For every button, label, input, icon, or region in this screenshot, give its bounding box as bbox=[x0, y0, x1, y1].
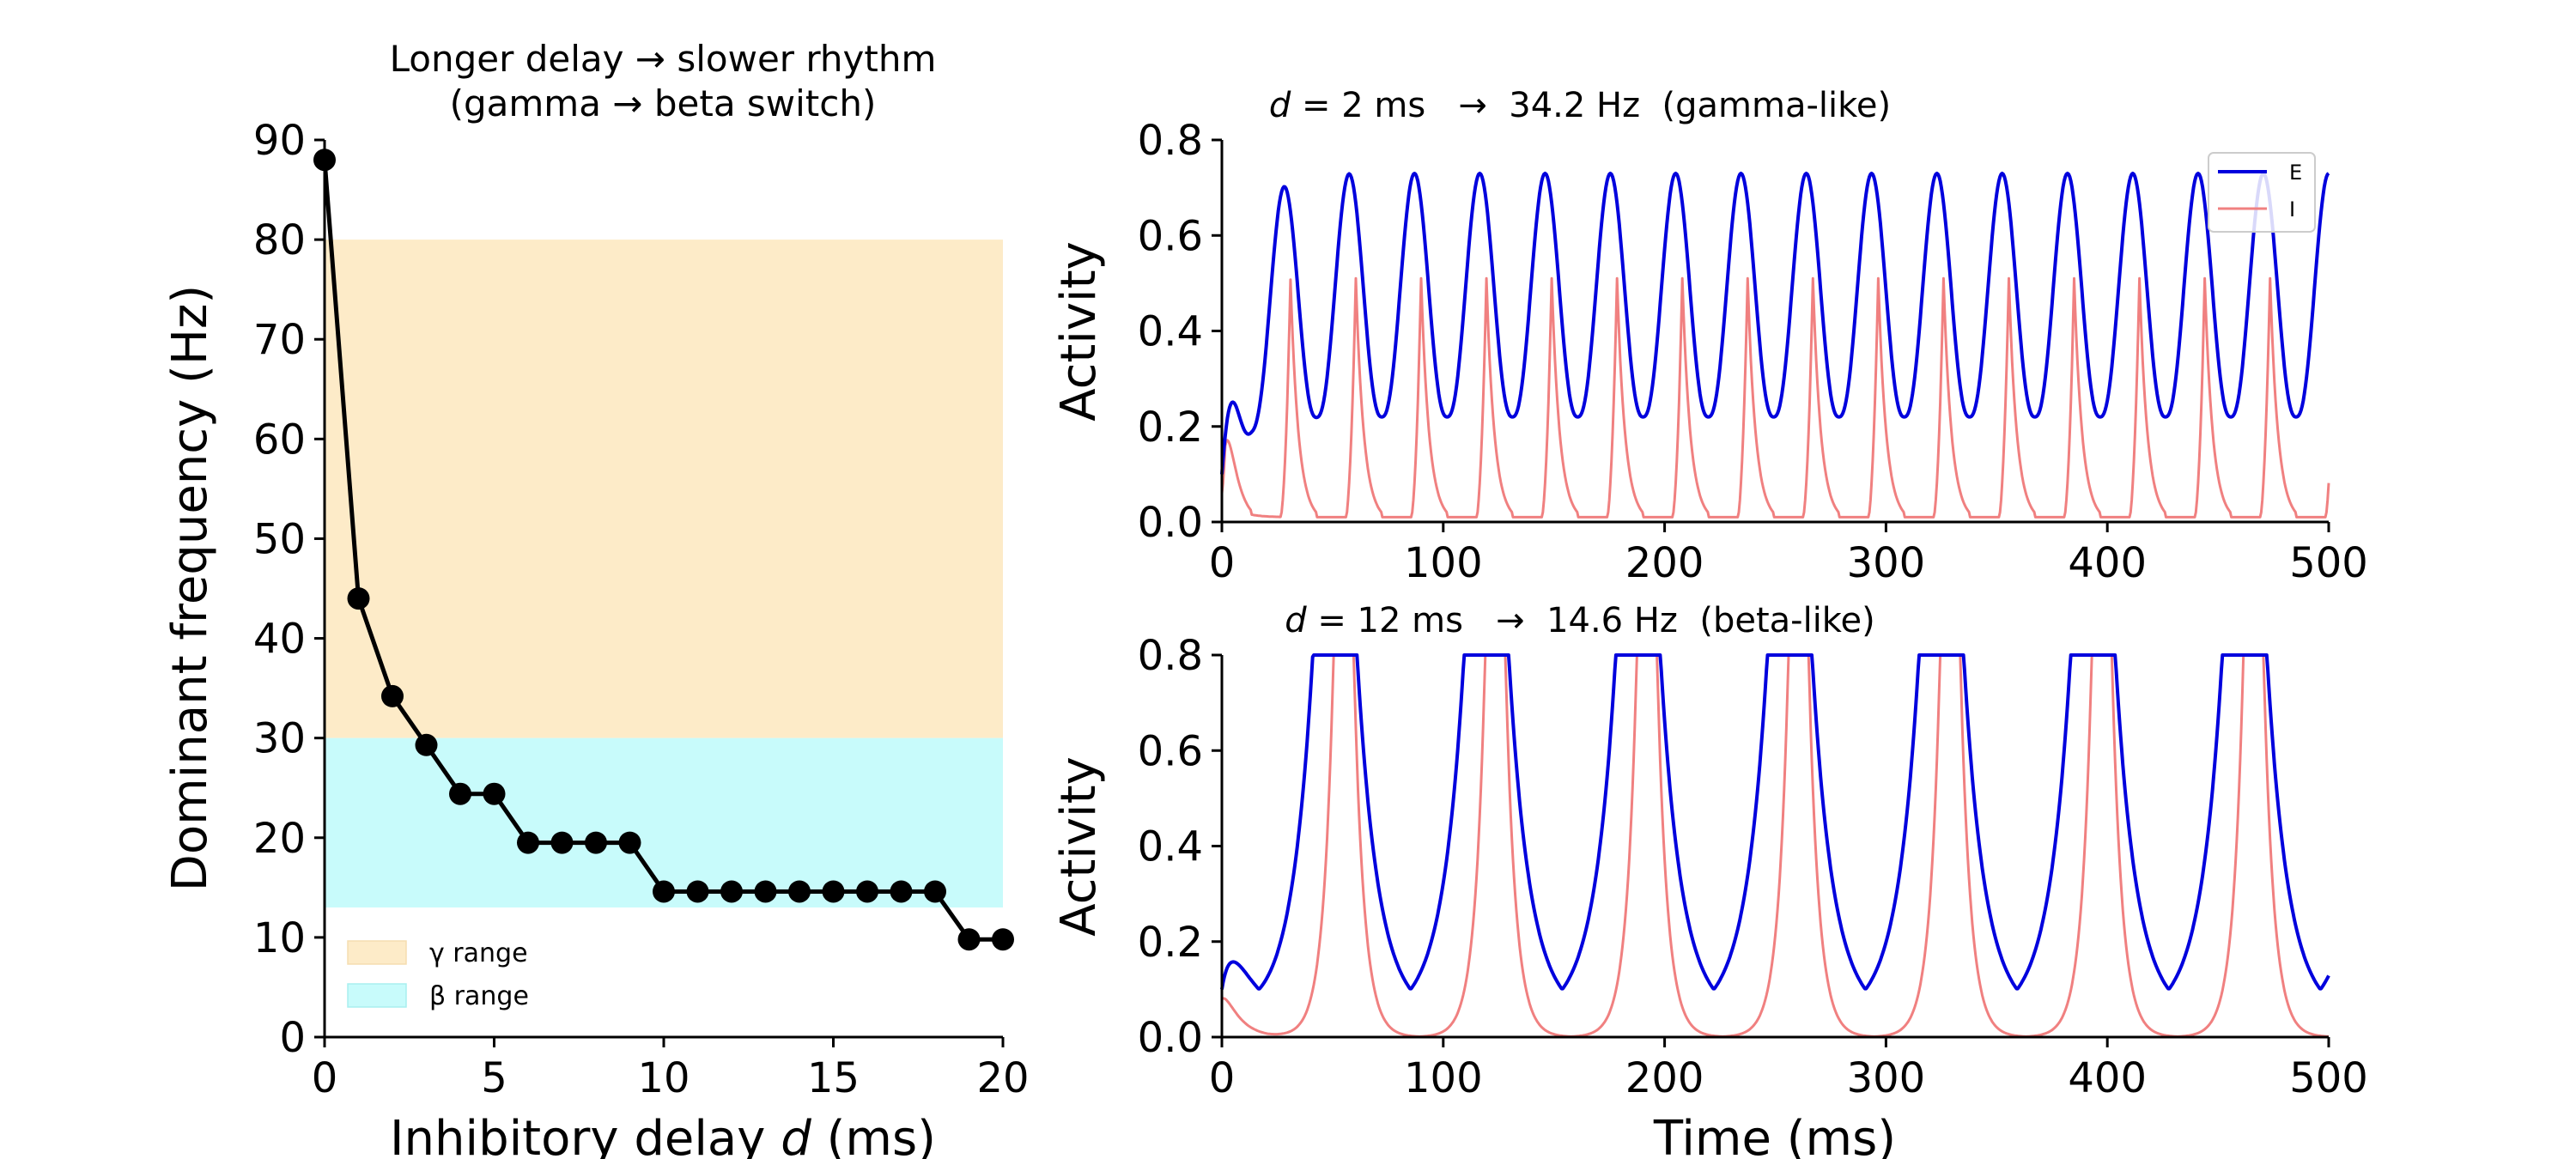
x-tick-label: 500 bbox=[2289, 1054, 2368, 1102]
y-tick-label: 0 bbox=[279, 1014, 306, 1062]
x-tick-label: 100 bbox=[1404, 539, 1483, 587]
tr-title: d = 2 ms → 34.2 Hz (gamma-like) bbox=[1269, 86, 1891, 125]
br-x-axis-label: Time (ms) bbox=[1653, 1111, 1896, 1159]
frequency-point bbox=[822, 880, 845, 903]
br-title: d = 12 ms → 14.6 Hz (beta-like) bbox=[1285, 601, 1875, 640]
band-1 bbox=[325, 737, 1003, 908]
x-tick-label: 300 bbox=[1847, 1054, 1926, 1102]
legend-swatch-beta bbox=[347, 983, 407, 1008]
tr-y-ticks: 0.0 0.2 0.4 0.6 0.8 bbox=[1138, 117, 1222, 547]
legend-swatch-gamma bbox=[347, 940, 407, 965]
frequency-point bbox=[347, 587, 370, 610]
left-x-ticks: 0 5 10 15 20 bbox=[312, 1037, 1030, 1102]
activity-E-line bbox=[1220, 653, 2330, 991]
x-tick-label: 400 bbox=[2068, 539, 2147, 587]
tr-y-axis-label: Activity bbox=[1051, 241, 1107, 421]
frequency-point bbox=[686, 880, 709, 903]
x-tick-label: 300 bbox=[1847, 539, 1926, 587]
activity-E-line bbox=[1220, 171, 2330, 475]
frequency-point bbox=[517, 831, 539, 854]
frequency-point bbox=[585, 831, 607, 854]
left-title-line2: (gamma → beta switch) bbox=[450, 82, 877, 124]
frequency-point bbox=[381, 684, 404, 707]
y-tick-label: 80 bbox=[253, 216, 306, 264]
frequency-point bbox=[550, 831, 574, 854]
y-tick-label: 0.4 bbox=[1138, 823, 1203, 871]
x-tick-label: 400 bbox=[2068, 1054, 2147, 1102]
y-tick-label: 20 bbox=[253, 815, 306, 863]
frequency-point bbox=[754, 880, 777, 903]
frequency-point bbox=[449, 782, 471, 805]
legend-label-beta: β range bbox=[429, 981, 529, 1011]
y-tick-label: 0.0 bbox=[1138, 1014, 1203, 1062]
frequency-point bbox=[992, 928, 1014, 951]
frequency-point bbox=[415, 733, 438, 756]
br-activity-series bbox=[1220, 653, 2330, 1038]
x-tick-label: 5 bbox=[481, 1054, 507, 1102]
y-tick-label: 30 bbox=[253, 715, 306, 763]
tr-x-ticks: 0 100 200 300 400 500 bbox=[1209, 522, 2368, 587]
activity-I-line bbox=[1220, 276, 2330, 519]
frequency-point bbox=[788, 880, 811, 903]
y-tick-label: 0.0 bbox=[1138, 499, 1203, 547]
x-tick-label: 100 bbox=[1404, 1054, 1483, 1102]
frequency-point bbox=[890, 880, 913, 903]
x-tick-label: 0 bbox=[1209, 539, 1236, 587]
legend-label-gamma: γ range bbox=[429, 938, 528, 968]
frequency-point bbox=[483, 782, 506, 805]
y-tick-label: 0.2 bbox=[1138, 404, 1203, 452]
frequency-series bbox=[313, 149, 1014, 951]
legend-label-i: I bbox=[2289, 197, 2295, 221]
tr-legend: E I bbox=[2208, 152, 2316, 233]
x-tick-label: 20 bbox=[976, 1054, 1029, 1102]
left-legend: γ range β range bbox=[347, 938, 529, 1011]
y-tick-label: 10 bbox=[253, 914, 306, 962]
y-tick-label: 0.2 bbox=[1138, 919, 1203, 967]
left-y-ticks: 0 10 20 30 40 50 60 70 80 90 bbox=[253, 117, 325, 1062]
activity-d2-chart: d = 2 ms → 34.2 Hz (gamma-like) 0 100 200 3… bbox=[1051, 86, 2368, 587]
x-tick-label: 0 bbox=[1209, 1054, 1236, 1102]
frequency-point bbox=[618, 831, 641, 854]
left-x-axis-label: Inhibitory delay d (ms) bbox=[390, 1111, 936, 1159]
activity-I-line bbox=[1221, 653, 2330, 1038]
y-tick-label: 0.8 bbox=[1138, 117, 1203, 165]
br-x-ticks: 0 100 200 300 400 500 bbox=[1209, 1037, 2368, 1102]
frequency-point bbox=[720, 880, 743, 903]
y-tick-label: 90 bbox=[253, 117, 306, 165]
y-tick-label: 50 bbox=[253, 515, 306, 563]
activity-d12-chart: d = 12 ms → 14.6 Hz (beta-like) 0 100 200 3… bbox=[1051, 601, 2368, 1159]
band-0 bbox=[325, 240, 1003, 738]
y-tick-label: 40 bbox=[253, 616, 306, 664]
frequency-point bbox=[856, 880, 878, 903]
x-tick-label: 200 bbox=[1625, 1054, 1704, 1102]
tr-activity-series bbox=[1220, 171, 2330, 519]
x-tick-label: 10 bbox=[637, 1054, 690, 1102]
x-tick-label: 0 bbox=[312, 1054, 338, 1102]
y-tick-label: 0.6 bbox=[1138, 727, 1203, 775]
frequency-point bbox=[924, 880, 946, 903]
left-title-line1: Longer delay → slower rhythm bbox=[390, 38, 937, 80]
y-tick-label: 0.6 bbox=[1138, 212, 1203, 260]
br-y-ticks: 0.0 0.2 0.4 0.6 0.8 bbox=[1138, 632, 1222, 1062]
x-tick-label: 15 bbox=[807, 1054, 860, 1102]
frequency-bands bbox=[325, 240, 1003, 908]
x-tick-label: 500 bbox=[2289, 539, 2368, 587]
y-tick-label: 0.4 bbox=[1138, 308, 1203, 356]
x-tick-label: 200 bbox=[1625, 539, 1704, 587]
left-y-axis-label: Dominant frequency (Hz) bbox=[162, 285, 218, 891]
y-tick-label: 0.8 bbox=[1138, 632, 1203, 680]
br-y-axis-label: Activity bbox=[1051, 756, 1107, 936]
frequency-vs-delay-chart: Longer delay → slower rhythm (gamma → be… bbox=[162, 38, 1030, 1159]
y-tick-label: 70 bbox=[253, 316, 306, 364]
frequency-point bbox=[653, 880, 675, 903]
y-tick-label: 60 bbox=[253, 416, 306, 464]
legend-label-e: E bbox=[2289, 161, 2302, 185]
frequency-point bbox=[957, 928, 981, 951]
